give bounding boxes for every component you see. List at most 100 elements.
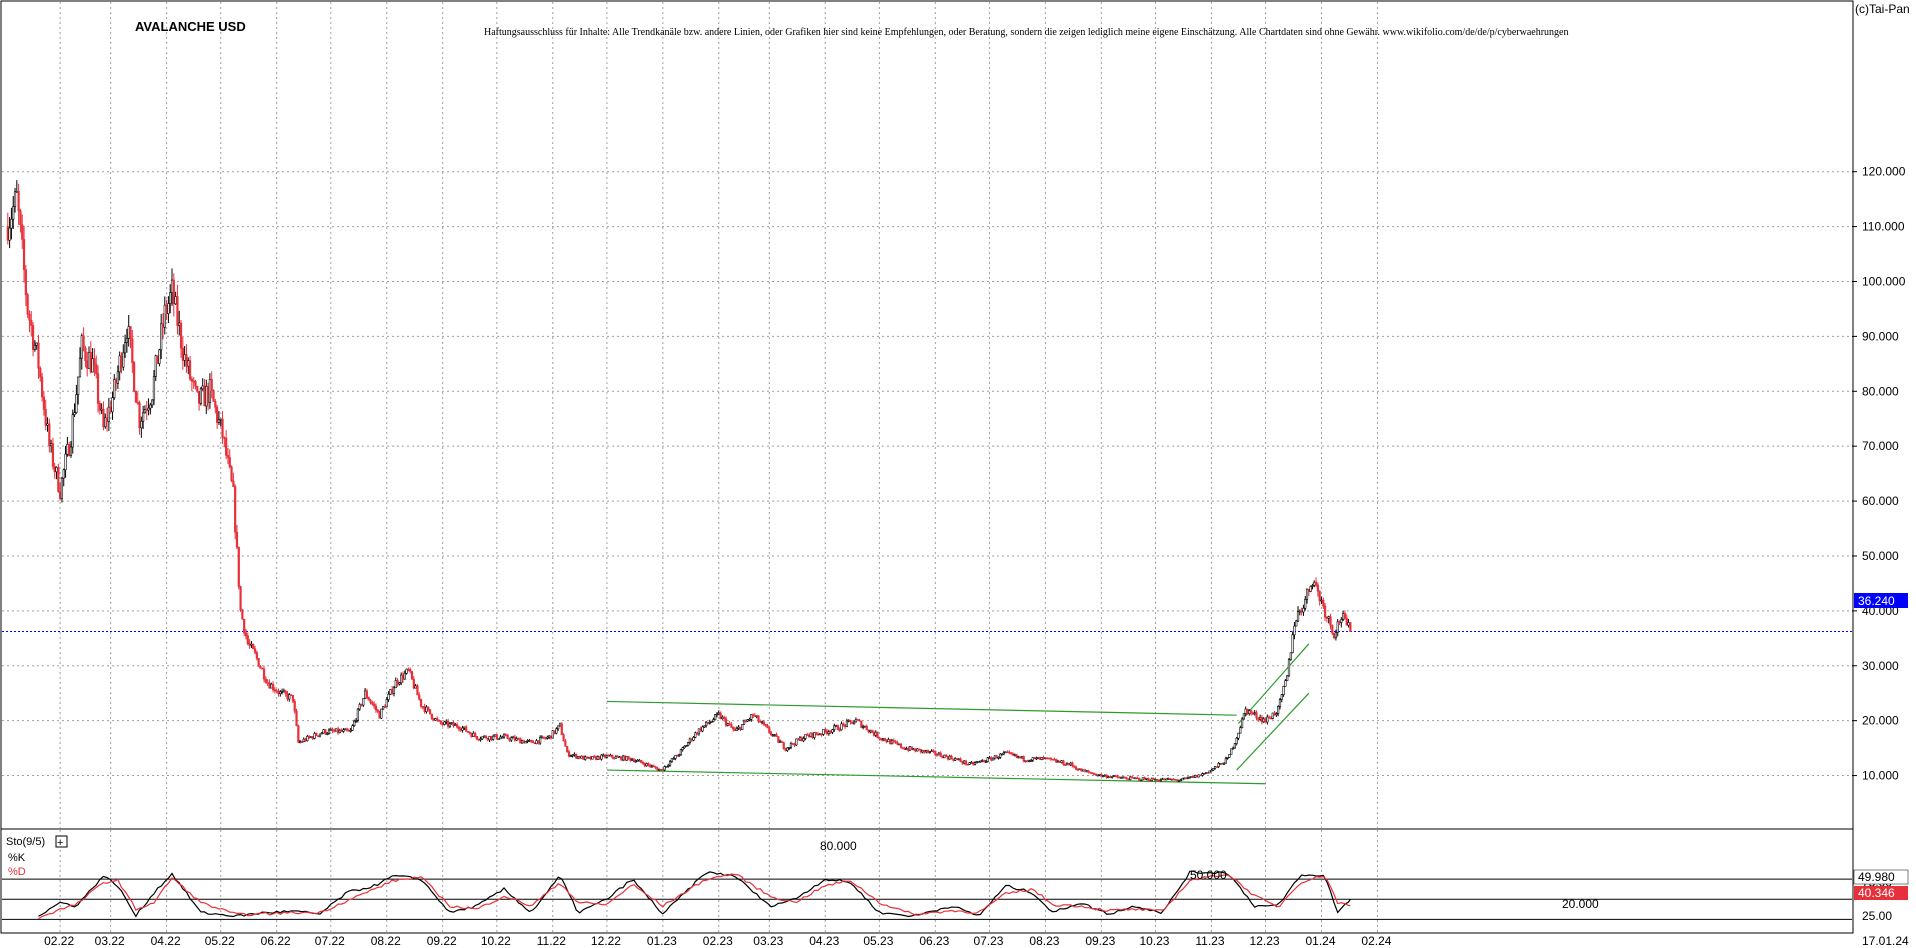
- candle-body: [1109, 776, 1112, 778]
- candle-body: [454, 724, 457, 727]
- candle-body: [1318, 590, 1321, 601]
- time-tick-label: 01.23: [647, 934, 677, 948]
- candle-body: [73, 412, 76, 415]
- candle-body: [457, 726, 461, 730]
- candle-body: [733, 728, 737, 731]
- candle-body: [1275, 713, 1278, 716]
- candle-body: [928, 751, 932, 753]
- candle-body: [750, 714, 753, 720]
- candle-body: [878, 737, 881, 740]
- level-label-80: 80.000: [820, 839, 857, 853]
- candle-body: [764, 724, 767, 726]
- candle-body: [1042, 757, 1045, 759]
- candle-body: [152, 376, 156, 401]
- candle-body: [362, 698, 365, 706]
- time-tick-label: 06.22: [261, 934, 291, 948]
- candle-body: [1242, 713, 1245, 720]
- candle-body: [533, 742, 536, 745]
- candle-body: [1098, 773, 1101, 776]
- candle-body: [596, 756, 599, 760]
- candle-body: [1047, 757, 1051, 760]
- candle-body: [762, 721, 765, 725]
- candle-body: [409, 669, 412, 672]
- stochastic-toggle-button[interactable]: [55, 835, 68, 848]
- candle-body: [777, 736, 780, 743]
- candle-body: [360, 704, 363, 706]
- candle-body: [1069, 762, 1072, 766]
- trend-channel-line: [606, 769, 1266, 785]
- candle-body: [188, 360, 192, 380]
- candle-body: [1129, 776, 1132, 780]
- candle-body: [158, 349, 161, 364]
- candle-body: [1280, 694, 1283, 700]
- candle-body: [196, 385, 199, 392]
- candle-body: [896, 742, 899, 745]
- candle-body: [822, 728, 825, 735]
- candle-body: [465, 726, 468, 732]
- candle-body: [1011, 753, 1015, 756]
- candle-body: [853, 721, 856, 725]
- candle-body: [176, 296, 179, 326]
- candle-body: [1347, 622, 1350, 626]
- candle-body: [418, 694, 421, 700]
- candle-body: [237, 546, 240, 587]
- candle-body: [147, 407, 150, 411]
- candle-body: [605, 755, 608, 758]
- candle-body: [560, 723, 563, 736]
- candle-body: [410, 671, 414, 680]
- k-value-label: 49.980: [1858, 870, 1895, 884]
- candle-body: [1035, 757, 1038, 760]
- candle-body: [447, 721, 450, 727]
- candle-body: [593, 756, 596, 758]
- candle-body: [369, 699, 372, 703]
- candle-body: [863, 725, 867, 728]
- candle-body: [663, 766, 666, 771]
- candle-body: [290, 694, 293, 696]
- candle-body: [401, 674, 405, 680]
- candle-body: [901, 747, 904, 749]
- candle-body: [571, 754, 574, 757]
- candle-body: [1273, 712, 1276, 716]
- candle-body: [883, 738, 886, 741]
- candle-body: [39, 367, 42, 378]
- candle-body: [1013, 754, 1016, 756]
- candle-body: [396, 680, 399, 685]
- candle-body: [151, 399, 154, 406]
- candle-body: [134, 390, 138, 403]
- candle-body: [513, 736, 516, 741]
- candle-body: [468, 731, 471, 734]
- candle-body: [845, 720, 848, 727]
- candle-body: [916, 748, 919, 752]
- candle-body: [811, 732, 814, 738]
- candle-body: [1060, 760, 1063, 763]
- candle-body: [1093, 773, 1096, 775]
- candle-body: [558, 723, 562, 727]
- candle-body: [10, 218, 13, 229]
- candle-body: [836, 725, 839, 731]
- candle-body: [569, 755, 572, 758]
- candle-body: [759, 721, 762, 723]
- candle-body: [1163, 778, 1166, 781]
- candle-body: [573, 753, 576, 756]
- candle-body: [484, 735, 488, 739]
- candle-body: [1338, 621, 1341, 624]
- time-tick-label: 05.23: [863, 934, 893, 948]
- candle-body: [939, 752, 942, 757]
- candle-body: [668, 761, 672, 766]
- candle-body: [68, 443, 71, 456]
- candle-body: [28, 313, 31, 321]
- candle-body: [179, 322, 183, 349]
- candle-body: [1168, 778, 1172, 781]
- candle-body: [248, 643, 251, 646]
- time-tick-label: 08.22: [371, 934, 401, 948]
- candle-body: [329, 729, 332, 731]
- candle-body: [564, 740, 567, 747]
- candle-body: [912, 748, 915, 751]
- candle-body: [1268, 716, 1271, 719]
- candle-body: [338, 730, 341, 734]
- candle-body: [690, 738, 693, 741]
- candle-body: [665, 765, 668, 768]
- candle-body: [791, 743, 794, 745]
- candle-body: [616, 756, 619, 758]
- candle-body: [199, 388, 202, 404]
